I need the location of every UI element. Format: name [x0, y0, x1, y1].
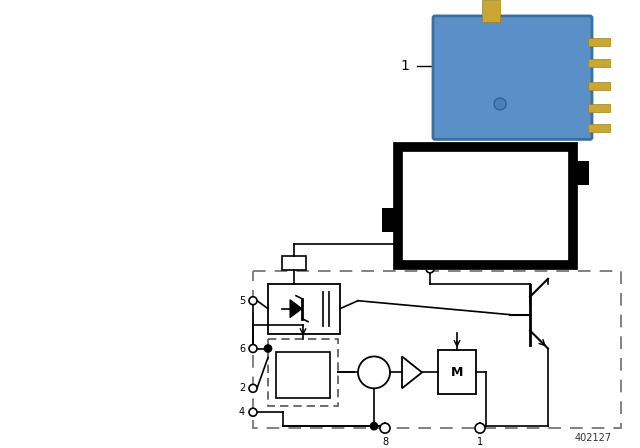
Text: 8: 8: [382, 437, 388, 447]
Polygon shape: [402, 357, 422, 388]
Text: 1: 1: [401, 59, 410, 73]
Circle shape: [475, 423, 485, 433]
Circle shape: [249, 297, 257, 305]
Text: 7: 7: [423, 252, 429, 262]
Bar: [268, 339, 338, 406]
Text: 7: 7: [515, 230, 521, 241]
Text: 61 31: 61 31: [504, 54, 520, 59]
Circle shape: [249, 384, 257, 392]
Circle shape: [249, 408, 257, 416]
Text: 6: 6: [406, 190, 412, 199]
Bar: [253, 271, 621, 428]
Text: 5: 5: [239, 296, 245, 306]
Text: 1: 1: [520, 156, 526, 167]
Bar: [398, 147, 573, 265]
Circle shape: [249, 345, 257, 353]
Text: 4: 4: [515, 192, 521, 202]
Text: 402127: 402127: [575, 433, 612, 443]
Bar: [268, 284, 340, 334]
Text: M: M: [451, 366, 463, 379]
Text: 1: 1: [477, 437, 483, 447]
Bar: [588, 82, 610, 90]
Text: OBL-RELAIS: OBL-RELAIS: [492, 37, 533, 42]
Text: 2: 2: [239, 383, 245, 393]
Bar: [481, 0, 499, 22]
Circle shape: [264, 345, 271, 352]
Bar: [276, 353, 330, 398]
Text: 8 355 536: 8 355 536: [499, 68, 527, 73]
Circle shape: [371, 422, 378, 430]
Text: 5: 5: [433, 192, 439, 202]
Text: ® 16 000 4: ® 16 000 4: [497, 82, 529, 87]
Circle shape: [380, 423, 390, 433]
Bar: [382, 208, 400, 232]
Bar: [282, 256, 306, 270]
Circle shape: [494, 98, 506, 110]
Text: 6: 6: [239, 344, 245, 353]
Polygon shape: [290, 300, 302, 318]
Circle shape: [426, 265, 434, 273]
Bar: [588, 103, 610, 112]
Text: 4: 4: [239, 407, 245, 417]
FancyBboxPatch shape: [433, 16, 592, 139]
Bar: [588, 59, 610, 67]
Text: 2: 2: [417, 156, 423, 167]
Bar: [571, 161, 589, 185]
Bar: [588, 38, 610, 46]
Circle shape: [358, 357, 390, 388]
Bar: [438, 350, 476, 394]
Bar: [588, 124, 610, 132]
Text: 8: 8: [447, 230, 453, 241]
